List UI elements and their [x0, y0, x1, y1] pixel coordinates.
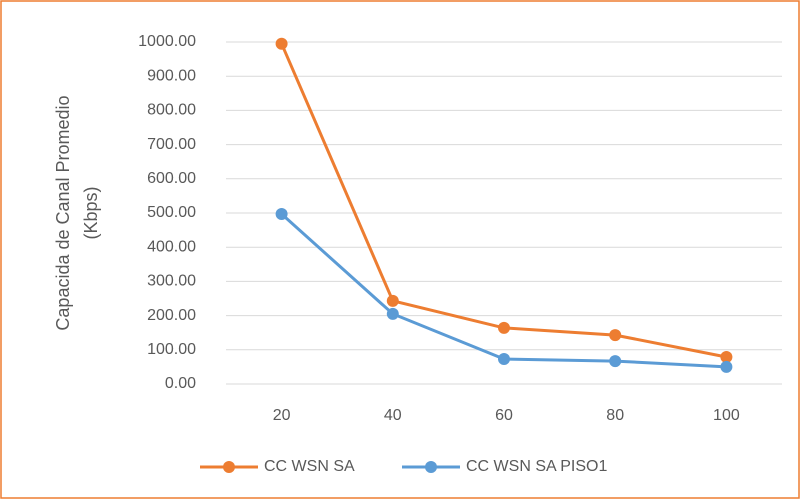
legend-marker [425, 461, 437, 473]
y-tick-label: 1000.00 [138, 33, 196, 50]
y-axis-label: Capacida de Canal Promedio [53, 95, 73, 330]
y-tick-label: 400.00 [147, 238, 196, 255]
data-point [609, 355, 622, 368]
x-tick-label: 60 [495, 407, 513, 424]
data-point [498, 353, 510, 366]
y-tick-label: 600.00 [147, 170, 196, 187]
data-point [386, 294, 399, 307]
x-tick-label: 100 [713, 407, 740, 424]
x-tick-label: 80 [606, 407, 624, 424]
y-tick-label: 800.00 [147, 102, 196, 119]
legend-marker [223, 461, 235, 473]
legend-label: CC WSN SA PISO1 [466, 458, 607, 475]
y-tick-label: 0.00 [165, 375, 196, 392]
data-point [609, 329, 622, 342]
data-point [275, 37, 288, 50]
data-point [498, 321, 510, 334]
data-point [720, 350, 733, 363]
data-point [275, 208, 288, 221]
x-tick-label: 40 [384, 407, 402, 424]
y-axis-label: (Kbps) [81, 186, 101, 239]
y-tick-label: 200.00 [147, 307, 196, 324]
x-tick-label: 20 [273, 407, 291, 424]
data-point [720, 360, 733, 373]
y-tick-label: 300.00 [147, 273, 196, 290]
data-point [386, 307, 399, 320]
y-tick-label: 100.00 [147, 341, 196, 358]
y-tick-label: 700.00 [147, 136, 196, 153]
y-tick-label: 900.00 [147, 67, 196, 84]
y-tick-label: 500.00 [147, 204, 196, 221]
legend-label: CC WSN SA [264, 458, 355, 475]
